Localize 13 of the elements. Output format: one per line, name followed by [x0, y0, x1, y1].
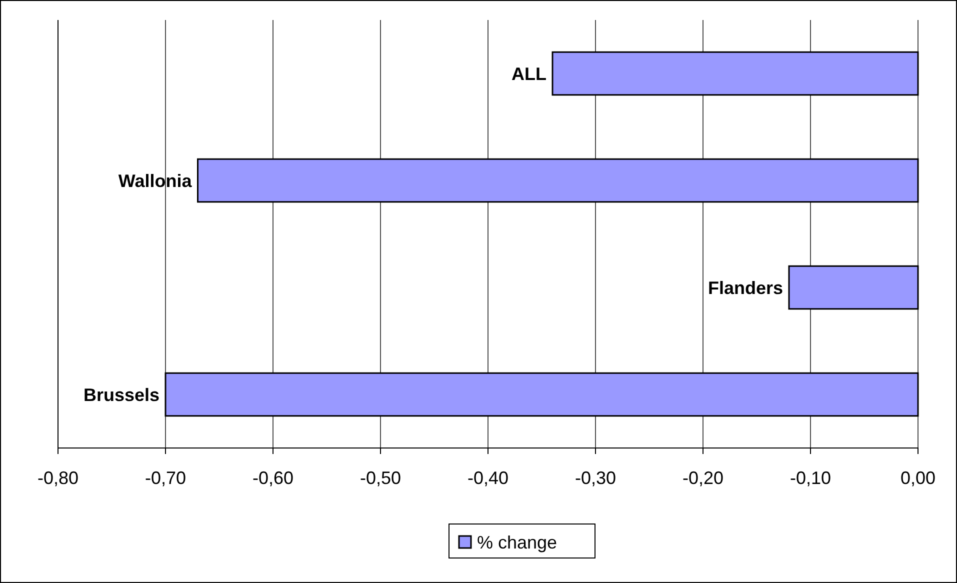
x-tick-label: -0,20 [682, 468, 724, 488]
x-tick-label: -0,60 [252, 468, 294, 488]
x-tick-label: -0,30 [574, 468, 616, 488]
x-tick-label: -0,70 [144, 468, 186, 488]
y-tick-label: Flanders [708, 278, 783, 298]
y-tick-label: ALL [512, 64, 546, 84]
legend-label: % change [477, 532, 558, 552]
x-tick-label: -0,50 [360, 468, 402, 488]
x-tick-label: 0,00 [900, 468, 936, 488]
y-tick-label: Brussels [83, 384, 160, 405]
x-tick-label: -0,80 [37, 468, 79, 488]
x-tick-label: -0,40 [467, 468, 509, 488]
x-tick-label: -0,10 [790, 468, 832, 488]
